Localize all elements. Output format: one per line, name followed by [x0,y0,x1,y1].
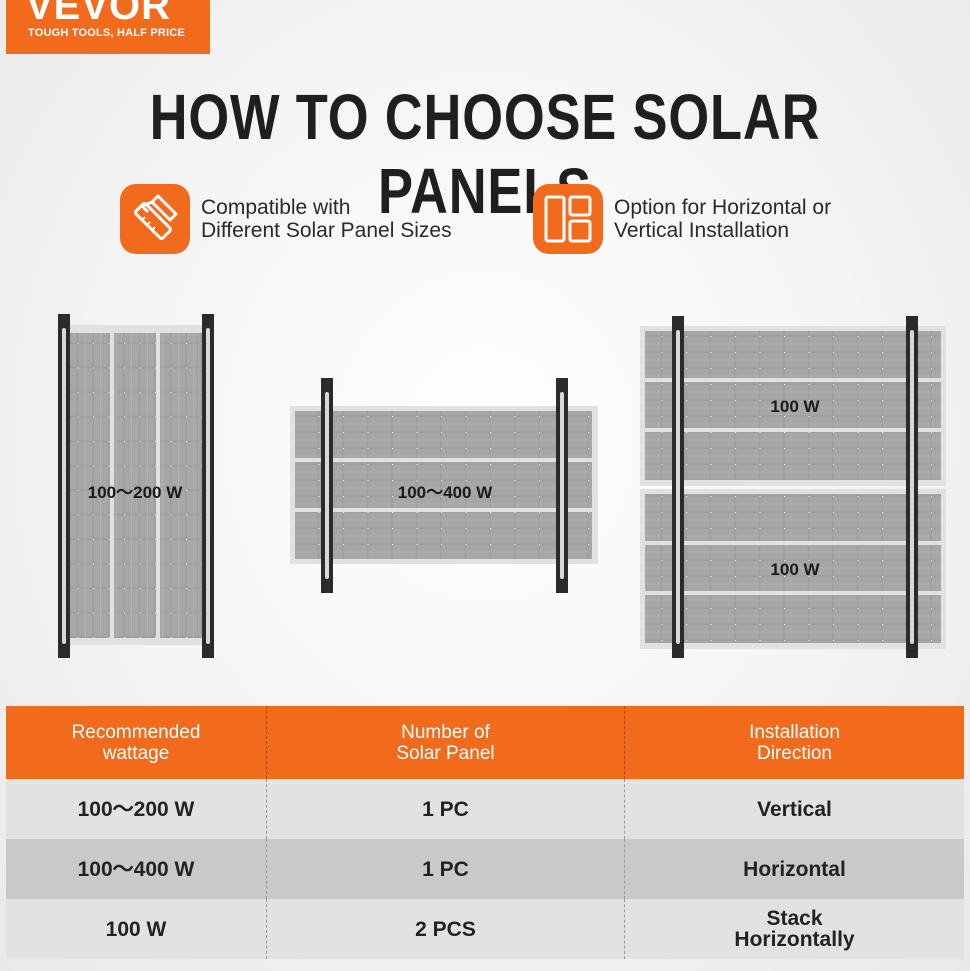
feature-installation-line2: Vertical Installation [614,219,790,242]
mounting-bracket [906,316,918,658]
table-row: 100～200 W 1 PC Vertical [6,779,964,839]
header-direction-line2: Direction [757,742,832,764]
cell-direction: Vertical [624,779,964,839]
mounting-bracket [556,378,568,593]
header-direction-line1: Installation [749,721,840,743]
brand-logo: VEVOR TOUGH TOOLS, HALF PRICE [6,0,210,54]
cell-direction-line1: Horizontal [743,857,846,881]
ruler-pencil-icon [120,184,190,254]
header-count-line2: Solar Panel [396,742,495,764]
mounting-bracket [321,378,333,593]
header-wattage: Recommended wattage [6,706,266,779]
feature-installation-line1: Option for Horizontal or [614,196,832,219]
cell-direction: Horizontal [624,839,964,899]
cell-direction: Stack Horizontally [624,899,964,959]
header-count: Number of Solar Panel [266,706,624,779]
cell-direction-line1: Vertical [757,797,832,821]
brand-name: VEVOR [26,0,172,28]
table-header: Recommended wattage Number of Solar Panel … [6,706,964,779]
cell-count: 2 PCS [266,899,624,959]
mounting-bracket [58,314,70,658]
feature-compatible-line2: Different Solar Panel Sizes [201,219,452,242]
panel-horizontal [290,378,598,593]
table-row: 100～400 W 1 PC Horizontal [6,839,964,899]
panel-horizontal-label: 100～400 W [397,483,493,502]
mounting-bracket [202,314,214,658]
panel-vertical [58,314,214,658]
header-direction: Installation Direction [624,706,964,779]
solar-panel-illustration [58,314,946,658]
table-row: 100 W 2 PCS Stack Horizontally [6,899,964,959]
feature-compatible-line1: Compatible with [201,196,351,219]
panel-stacked-bottom-label: 100 W [770,560,820,579]
header-count-line1: Number of [401,721,490,743]
mounting-bracket [672,316,684,658]
cell-count: 1 PC [266,839,624,899]
header-wattage-line1: Recommended [71,721,201,743]
brand-tagline: TOUGH TOOLS, HALF PRICE [28,27,185,39]
cell-direction-line2: Horizontally [734,928,855,951]
panel-stacked [640,316,946,658]
cell-wattage: 100～400 W [77,857,195,881]
cell-wattage: 100 W [105,917,167,941]
header-wattage-line2: wattage [102,742,170,764]
cell-count: 1 PC [266,779,624,839]
feature-installation: Option for Horizontal or Vertical Instal… [614,196,831,242]
layout-grid-icon [533,184,603,254]
feature-compatible: Compatible with Different Solar Panel Si… [201,196,452,242]
comparison-table: Recommended wattage Number of Solar Panel … [6,706,964,959]
panel-stacked-top-label: 100 W [770,397,820,416]
cell-wattage: 100～200 W [77,797,195,821]
panel-vertical-label: 100～200 W [87,483,183,502]
cell-direction-line1: Stack [766,907,823,930]
